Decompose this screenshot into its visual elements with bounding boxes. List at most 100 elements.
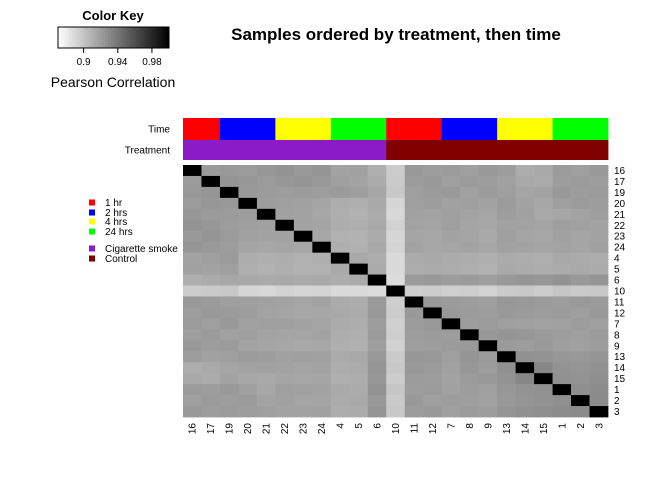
color-key-swatch <box>141 27 145 48</box>
color-key-swatch <box>69 27 73 48</box>
color-key-swatch <box>74 27 78 48</box>
heatmap-cell <box>552 318 572 330</box>
heatmap-cell <box>534 373 553 385</box>
heatmap-cell <box>515 230 535 243</box>
heatmap-cell <box>571 274 590 286</box>
heatmap-cell <box>238 186 258 199</box>
heatmap-cell <box>256 263 276 275</box>
color-key-swatch <box>121 27 125 48</box>
heatmap-cell <box>349 362 369 374</box>
annotation-cell <box>441 118 461 140</box>
heatmap-cell <box>515 208 535 221</box>
heatmap-cell <box>183 230 202 243</box>
heatmap-cell <box>238 340 258 352</box>
heatmap-cell <box>589 296 609 308</box>
heatmap-cell <box>201 263 221 275</box>
heatmap-cell <box>534 197 553 210</box>
heatmap-cell <box>460 373 480 385</box>
heatmap-cell <box>478 219 498 232</box>
heatmap-cell <box>441 406 461 418</box>
heatmap-cell <box>423 186 443 199</box>
color-key-tick-label: 0.94 <box>108 57 128 68</box>
heatmap-cell <box>571 362 590 374</box>
annotation-cell <box>330 118 350 140</box>
heatmap-cell <box>423 362 443 374</box>
row-label: 17 <box>614 177 626 188</box>
heatmap-cell <box>534 175 553 188</box>
heatmap-cell <box>219 373 239 385</box>
heatmap-cell <box>478 175 498 188</box>
heatmap-cell <box>238 373 258 385</box>
heatmap-cell <box>497 186 517 199</box>
row-label: 16 <box>614 166 626 177</box>
col-label: 2 <box>576 423 587 429</box>
heatmap-cell <box>219 230 239 243</box>
color-key-swatch <box>116 27 120 48</box>
heatmap-cell <box>330 351 350 363</box>
heatmap-cell <box>404 351 424 363</box>
heatmap-cell <box>552 384 572 396</box>
heatmap-cell <box>367 263 387 275</box>
heatmap-cell <box>460 307 480 319</box>
heatmap-cell <box>460 252 480 265</box>
heatmap-cell <box>478 274 498 286</box>
heatmap-cell <box>367 208 387 221</box>
heatmap-cell <box>534 186 553 199</box>
color-key-swatch <box>130 27 134 48</box>
row-label: 2 <box>614 396 620 407</box>
heatmap-cell <box>219 186 239 199</box>
heatmap-cell <box>460 406 480 418</box>
heatmap-cell <box>460 362 480 374</box>
heatmap-cell <box>349 175 369 188</box>
heatmap-cell <box>515 340 535 352</box>
annotation-cell <box>571 118 590 140</box>
heatmap-cell <box>367 186 387 199</box>
color-key-swatch <box>132 27 137 48</box>
row-label: 5 <box>614 265 620 276</box>
heatmap-cell <box>330 186 350 199</box>
heatmap-cell <box>275 373 295 385</box>
heatmap-cell <box>497 219 517 232</box>
heatmap-cell <box>238 274 258 286</box>
heatmap-cell <box>441 329 461 341</box>
heatmap-cell <box>256 373 276 385</box>
heatmap-cell <box>497 384 517 396</box>
heatmap-cell <box>238 241 258 254</box>
heatmap-cell <box>571 351 590 363</box>
heatmap-cell <box>201 351 221 363</box>
legend-swatch <box>89 245 95 252</box>
heatmap-cell <box>293 241 313 254</box>
color-key-swatch <box>88 27 92 48</box>
heatmap-cell <box>312 384 332 396</box>
heatmap-cell <box>349 351 369 363</box>
heatmap-cell <box>275 362 295 374</box>
heatmap-cell <box>349 329 369 341</box>
color-key-swatch <box>66 27 70 48</box>
heatmap-cell <box>330 395 350 407</box>
heatmap-cell <box>386 219 406 232</box>
color-key: Color Key 0.9 0.94 0.98 Pearson Correlatio… <box>51 8 176 90</box>
heatmap-cell <box>478 208 498 221</box>
row-label: 9 <box>614 341 620 352</box>
heatmap-cell <box>183 263 202 275</box>
heatmap-cell <box>478 362 498 374</box>
heatmap-cell <box>256 340 276 352</box>
heatmap-cell <box>441 285 461 297</box>
heatmap-cell <box>404 373 424 385</box>
heatmap-cell <box>238 296 258 308</box>
heatmap-cell <box>312 362 332 374</box>
heatmap-cell <box>552 362 572 374</box>
heatmap-cell <box>201 384 221 396</box>
heatmap-cell <box>183 307 202 319</box>
col-label: 20 <box>243 423 254 435</box>
heatmap-cell <box>589 340 609 352</box>
heatmap-cell <box>497 351 517 363</box>
heatmap-cell <box>312 197 332 210</box>
heatmap-cell <box>497 395 517 407</box>
heatmap-cell <box>404 165 424 177</box>
heatmap-cell <box>238 197 258 210</box>
heatmap-cell <box>256 406 276 418</box>
heatmap-cell <box>367 241 387 254</box>
heatmap-cell <box>571 285 590 297</box>
heatmap-cell <box>534 296 553 308</box>
